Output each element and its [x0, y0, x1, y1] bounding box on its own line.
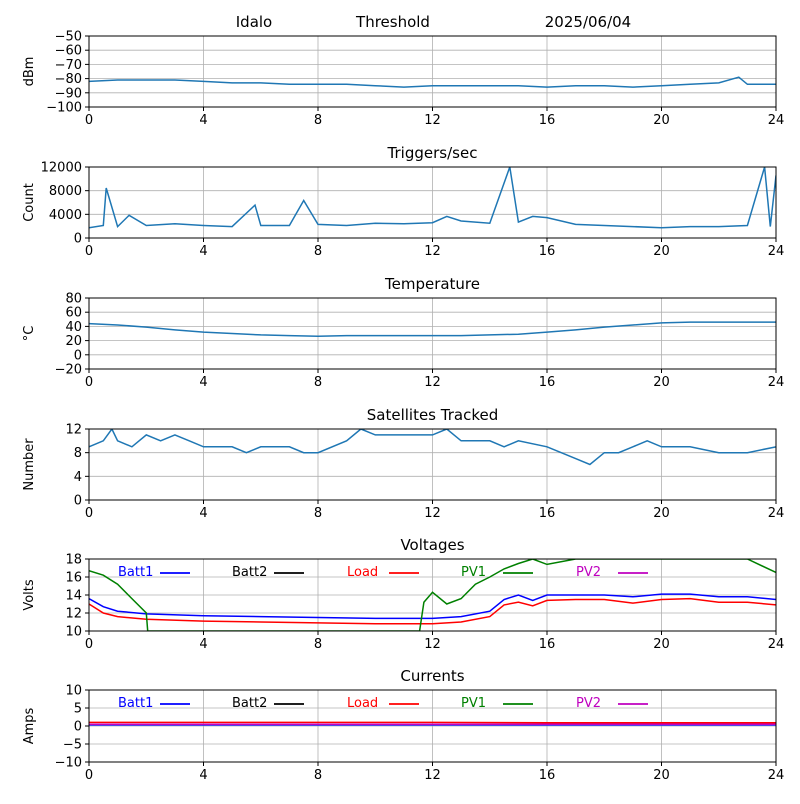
legend-label-pv2: PV2 — [576, 696, 601, 711]
chart-title: Voltages — [400, 536, 464, 554]
x-tick-label: 0 — [85, 113, 93, 128]
x-tick-label: 0 — [85, 506, 93, 521]
y-tick-label: −70 — [55, 58, 82, 73]
x-tick-label: 12 — [424, 768, 441, 783]
y-tick-label: 8000 — [49, 184, 82, 199]
x-tick-label: 8 — [314, 506, 322, 521]
legend-label-pv1: PV1 — [461, 696, 486, 711]
legend-label-load: Load — [347, 565, 378, 580]
y-tick-label: 60 — [65, 306, 82, 321]
x-tick-label: 20 — [653, 637, 670, 652]
y-tick-label: 18 — [65, 553, 82, 568]
chart-title: Temperature — [384, 275, 480, 293]
x-tick-label: 16 — [539, 113, 556, 128]
y-tick-label: −5 — [63, 738, 82, 753]
x-tick-label: 4 — [199, 768, 207, 783]
y-tick-label: 0 — [74, 348, 82, 363]
x-tick-label: 4 — [199, 637, 207, 652]
x-tick-label: 4 — [199, 244, 207, 259]
x-tick-label: 12 — [424, 244, 441, 259]
x-tick-label: 8 — [314, 113, 322, 128]
y-tick-label: 10 — [65, 625, 82, 640]
x-tick-label: 0 — [85, 375, 93, 390]
legend-label-pv1: PV1 — [461, 565, 486, 580]
y-tick-label: 20 — [65, 334, 82, 349]
header-site: Idalo — [236, 13, 272, 31]
y-tick-label: 4000 — [49, 208, 82, 223]
y-tick-label: 10 — [65, 684, 82, 699]
y-tick-label: 14 — [65, 589, 82, 604]
y-tick-label: 16 — [65, 571, 82, 586]
legend-label-pv2: PV2 — [576, 565, 601, 580]
x-tick-label: 0 — [85, 768, 93, 783]
y-axis-label: °C — [22, 326, 37, 342]
x-tick-label: 8 — [314, 637, 322, 652]
y-tick-label: −90 — [55, 86, 82, 101]
header-date: 2025/06/04 — [545, 13, 631, 31]
x-tick-label: 16 — [539, 375, 556, 390]
y-tick-label: 0 — [74, 232, 82, 247]
x-tick-label: 12 — [424, 375, 441, 390]
y-axis-label: dBm — [22, 57, 37, 87]
x-tick-label: 8 — [314, 244, 322, 259]
x-tick-label: 24 — [768, 637, 785, 652]
y-axis-label: Number — [22, 438, 37, 491]
chart-title: Satellites Tracked — [367, 406, 498, 424]
x-tick-label: 12 — [424, 637, 441, 652]
x-tick-label: 20 — [653, 375, 670, 390]
y-tick-label: 5 — [74, 702, 82, 717]
x-tick-label: 20 — [653, 113, 670, 128]
y-tick-label: 8 — [74, 446, 82, 461]
x-tick-label: 16 — [539, 244, 556, 259]
legend-label-batt2: Batt2 — [232, 696, 267, 711]
y-tick-label: 12 — [65, 607, 82, 622]
x-tick-label: 24 — [768, 113, 785, 128]
x-tick-label: 20 — [653, 506, 670, 521]
x-tick-label: 4 — [199, 506, 207, 521]
y-tick-label: 4 — [74, 470, 82, 485]
legend-label-load: Load — [347, 696, 378, 711]
x-tick-label: 20 — [653, 244, 670, 259]
x-tick-label: 8 — [314, 375, 322, 390]
x-tick-label: 0 — [85, 244, 93, 259]
x-tick-label: 16 — [539, 506, 556, 521]
y-tick-label: 80 — [65, 292, 82, 307]
legend-label-batt1: Batt1 — [118, 565, 153, 580]
x-tick-label: 16 — [539, 637, 556, 652]
y-axis-label: Count — [22, 183, 37, 222]
y-axis-label: Amps — [22, 707, 37, 744]
x-tick-label: 24 — [768, 375, 785, 390]
x-tick-label: 4 — [199, 113, 207, 128]
x-tick-label: 24 — [768, 768, 785, 783]
x-tick-label: 20 — [653, 768, 670, 783]
chart-title: Currents — [400, 667, 464, 685]
x-tick-label: 24 — [768, 506, 785, 521]
y-tick-label: −20 — [55, 363, 82, 378]
y-tick-label: −80 — [55, 72, 82, 87]
x-tick-label: 0 — [85, 637, 93, 652]
y-tick-label: 0 — [74, 720, 82, 735]
chart-title: Triggers/sec — [387, 144, 478, 162]
x-tick-label: 12 — [424, 506, 441, 521]
y-tick-label: −10 — [55, 756, 82, 771]
legend-label-batt2: Batt2 — [232, 565, 267, 580]
y-axis-label: Volts — [22, 579, 37, 611]
x-tick-label: 16 — [539, 768, 556, 783]
y-tick-label: 12000 — [41, 161, 82, 176]
header-mode: Threshold — [355, 13, 430, 31]
x-tick-label: 24 — [768, 244, 785, 259]
y-tick-label: −50 — [55, 30, 82, 45]
y-tick-label: 0 — [74, 494, 82, 509]
y-tick-label: −100 — [46, 101, 82, 116]
y-tick-label: −60 — [55, 44, 82, 59]
y-tick-label: 12 — [65, 423, 82, 438]
legend-label-batt1: Batt1 — [118, 696, 153, 711]
x-tick-label: 8 — [314, 768, 322, 783]
x-tick-label: 4 — [199, 375, 207, 390]
x-tick-label: 12 — [424, 113, 441, 128]
y-tick-label: 40 — [65, 320, 82, 335]
